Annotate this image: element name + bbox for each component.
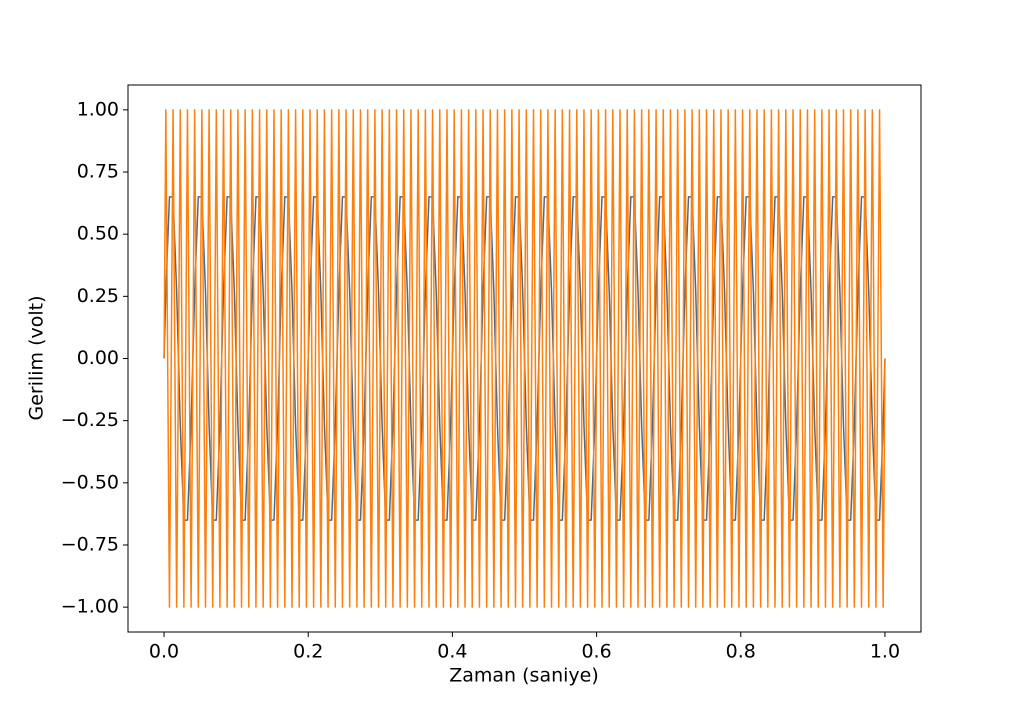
y-tick-label: 0.00 — [77, 347, 119, 369]
y-tick-label: −0.75 — [61, 533, 119, 555]
x-tick-label: 0.2 — [293, 641, 323, 663]
y-tick-label: −1.00 — [61, 596, 119, 618]
x-tick-label: 1.0 — [870, 641, 900, 663]
y-tick-label: −0.50 — [61, 471, 119, 493]
x-tick-label: 0.4 — [437, 641, 467, 663]
x-tick-label: 0.6 — [581, 641, 611, 663]
x-axis-label: Zaman (saniye) — [449, 665, 599, 687]
y-tick-label: 0.25 — [77, 285, 119, 307]
y-tick-label: −0.25 — [61, 409, 119, 431]
y-tick-label: 0.50 — [77, 223, 119, 245]
y-tick-label: 0.75 — [77, 161, 119, 183]
series-line — [163, 109, 886, 608]
y-axis-label: Gerilim (volt) — [26, 295, 48, 420]
x-tick-label: 0.0 — [149, 641, 179, 663]
y-tick-label: 1.00 — [77, 98, 119, 120]
x-tick-label: 0.8 — [726, 641, 756, 663]
